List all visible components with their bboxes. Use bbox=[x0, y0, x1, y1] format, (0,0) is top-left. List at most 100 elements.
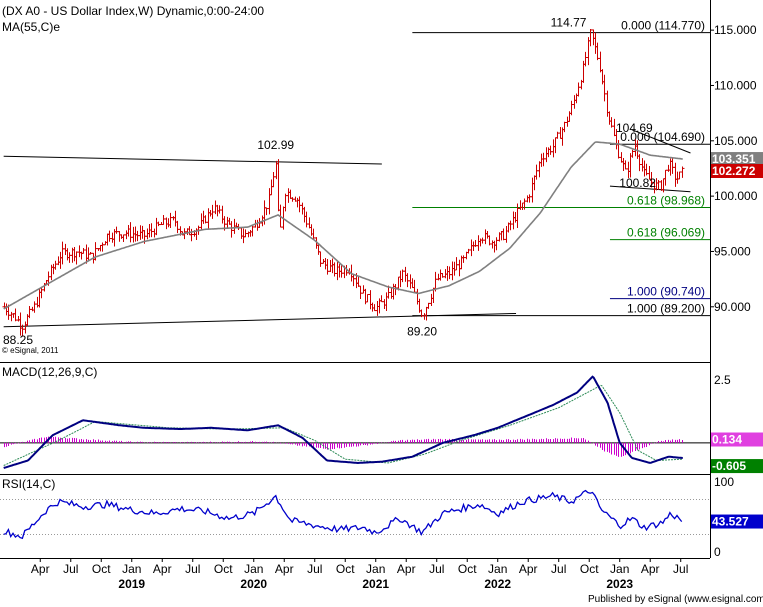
price-bar bbox=[27, 305, 32, 319]
price-bar bbox=[447, 266, 452, 280]
price-bar bbox=[680, 166, 685, 178]
price-bar bbox=[74, 251, 79, 265]
macd-histogram-tag-bg bbox=[711, 432, 763, 447]
price-bar bbox=[572, 95, 577, 109]
price-bar bbox=[525, 195, 530, 203]
price-bar bbox=[539, 153, 544, 167]
price-bar bbox=[408, 274, 413, 289]
price-bar bbox=[551, 139, 556, 158]
price-annotation: 89.20 bbox=[407, 325, 437, 339]
x-tick-label: Jan bbox=[488, 562, 507, 576]
fib-level-label: 0.618 (96.069) bbox=[627, 226, 705, 240]
price-bar bbox=[269, 179, 274, 196]
price-bar bbox=[168, 212, 173, 228]
price-bar bbox=[623, 160, 628, 170]
price-bar bbox=[389, 287, 394, 299]
price-bar bbox=[173, 210, 178, 227]
price-bar bbox=[206, 208, 211, 230]
price-bar bbox=[588, 29, 593, 47]
price-y-tick-label: 110.000 bbox=[714, 78, 757, 92]
price-bar bbox=[490, 240, 495, 249]
price-bar bbox=[229, 221, 234, 238]
price-bar bbox=[81, 247, 86, 254]
price-bar bbox=[628, 153, 633, 178]
price-bar bbox=[271, 172, 276, 188]
x-tick-label: Jan bbox=[366, 562, 385, 576]
price-annotation: 88.25 bbox=[3, 333, 33, 347]
price-y-tick-label: 105.000 bbox=[714, 134, 758, 148]
price-bar bbox=[445, 266, 450, 281]
trendline bbox=[631, 129, 691, 154]
last-price-tag: 102.272 bbox=[712, 164, 756, 178]
price-bar bbox=[124, 230, 129, 240]
fib-level-label: 1.000 (90.740) bbox=[627, 285, 705, 299]
price-bar bbox=[429, 293, 434, 306]
price-bar bbox=[356, 276, 361, 287]
price-bar bbox=[295, 197, 300, 208]
axes: 115.000 110.000 105.000 100.000 95.000 90.000… bbox=[31, 23, 763, 591]
price-bar bbox=[239, 227, 244, 239]
price-bar bbox=[316, 244, 321, 255]
trendline bbox=[609, 185, 691, 193]
ma-value-tag-bg bbox=[711, 152, 763, 167]
price-bar bbox=[23, 321, 28, 334]
price-bar bbox=[4, 303, 9, 316]
x-tick-label: Jul bbox=[551, 562, 566, 576]
x-tick-label: Oct bbox=[336, 562, 355, 576]
price-bar bbox=[642, 160, 647, 177]
price-bar bbox=[318, 251, 323, 267]
x-tick-label: Jan bbox=[244, 562, 263, 576]
price-bar bbox=[332, 262, 337, 277]
x-tick-label: Jan bbox=[122, 562, 141, 576]
price-bar bbox=[546, 147, 551, 158]
price-bar bbox=[637, 154, 642, 172]
price-bar bbox=[147, 223, 152, 238]
x-tick-label: Apr bbox=[397, 562, 416, 576]
x-tick-label: Oct bbox=[214, 562, 233, 576]
price-bar bbox=[161, 214, 166, 225]
price-y-tick-label: 90.000 bbox=[714, 300, 751, 314]
price-bar bbox=[534, 164, 539, 180]
price-bar bbox=[412, 279, 417, 294]
price-bar bbox=[267, 188, 272, 215]
price-bar bbox=[607, 111, 612, 125]
price-bar bbox=[541, 152, 546, 167]
price-bar bbox=[621, 157, 626, 172]
price-bar bbox=[337, 264, 342, 278]
x-tick-label: Jul bbox=[673, 562, 688, 576]
price-bar bbox=[189, 228, 194, 242]
price-bar bbox=[405, 273, 410, 288]
price-bar bbox=[276, 159, 281, 212]
price-bar bbox=[187, 226, 192, 236]
price-bar bbox=[569, 100, 574, 116]
x-tick-label: Jul bbox=[63, 562, 78, 576]
price-bar bbox=[105, 233, 110, 246]
price-bar bbox=[283, 193, 288, 212]
price-annotation: 104.69 bbox=[616, 121, 653, 135]
price-bar bbox=[140, 225, 145, 239]
x-tick-label: Oct bbox=[92, 562, 111, 576]
price-bar bbox=[384, 292, 389, 312]
x-tick-label: Apr bbox=[31, 562, 50, 576]
price-bar bbox=[677, 171, 682, 180]
price-bar bbox=[537, 161, 542, 178]
price-bar bbox=[370, 302, 375, 312]
trendline bbox=[3, 155, 382, 165]
x-tick-label: Apr bbox=[519, 562, 538, 576]
price-bar bbox=[410, 278, 415, 289]
price-bar bbox=[164, 217, 169, 230]
x-tick-label: Oct bbox=[458, 562, 477, 576]
price-bar bbox=[670, 157, 675, 174]
price-bar bbox=[454, 257, 459, 271]
price-y-tick-label: 95.000 bbox=[714, 244, 751, 258]
price-bar bbox=[339, 265, 344, 278]
price-bar bbox=[72, 247, 77, 262]
price-bar bbox=[602, 74, 607, 102]
macd-value-tag-bg bbox=[711, 459, 763, 474]
price-bar bbox=[220, 205, 225, 224]
price-bar bbox=[675, 171, 680, 184]
rsi-y-tick-label: 100 bbox=[714, 475, 734, 489]
price-bar bbox=[548, 145, 553, 155]
price-bar bbox=[358, 285, 363, 299]
price-bar bbox=[663, 169, 668, 186]
